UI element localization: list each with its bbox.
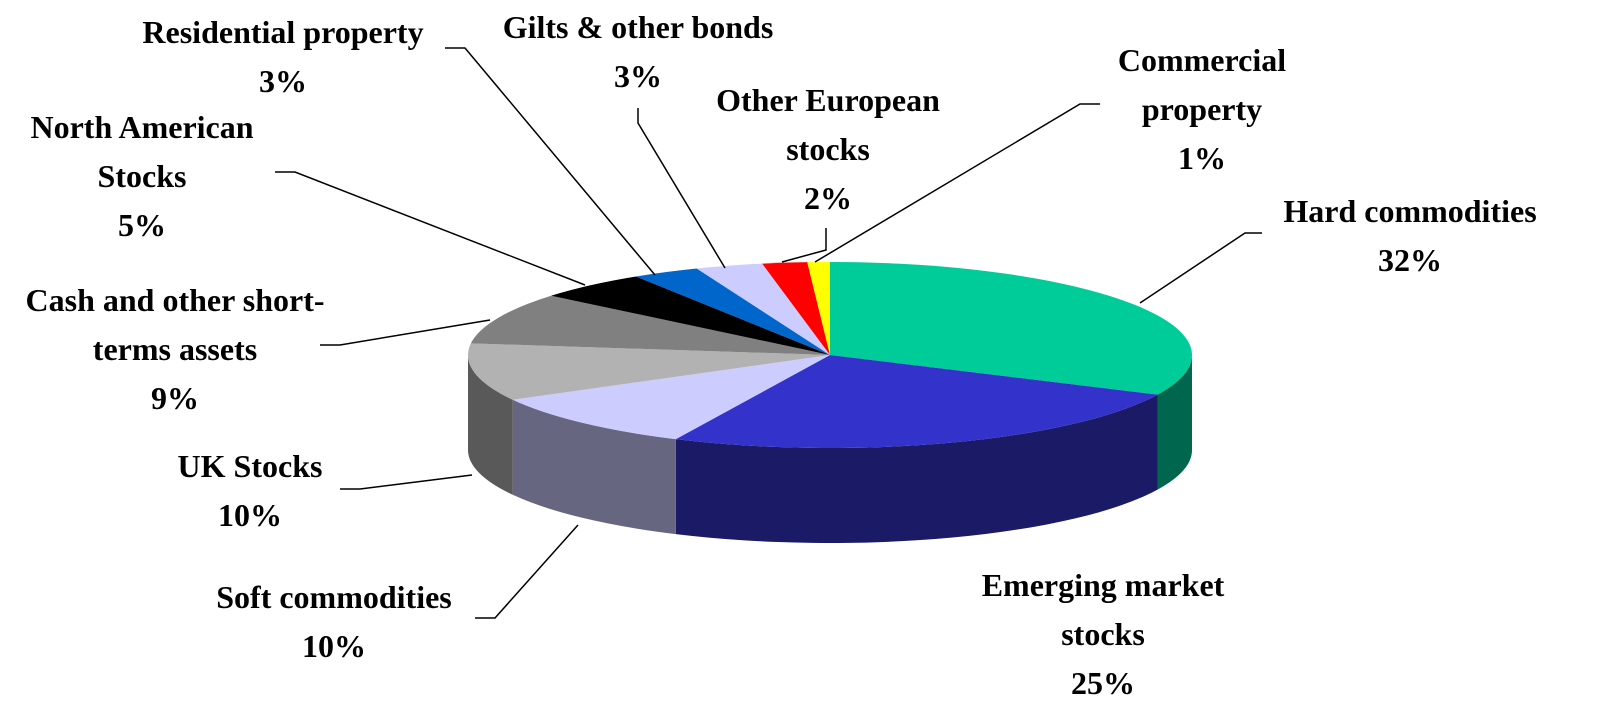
value-label: 9% xyxy=(151,380,199,416)
slice xyxy=(696,263,830,355)
data-label: Other European stocks 2% xyxy=(683,76,973,223)
slice xyxy=(636,268,830,355)
slice xyxy=(512,355,830,440)
slice xyxy=(470,295,830,355)
value-label: 1% xyxy=(1178,140,1226,176)
slice xyxy=(762,262,830,355)
value-label: 5% xyxy=(118,207,166,243)
data-label: Soft commodities 10% xyxy=(169,573,499,671)
category-label: Other European stocks xyxy=(716,82,940,167)
data-label: Gilts & other bonds 3% xyxy=(468,3,808,101)
leader-line xyxy=(637,108,726,269)
value-label: 2% xyxy=(804,180,852,216)
value-label: 25% xyxy=(1071,665,1135,701)
category-label: Commercial property xyxy=(1117,42,1287,127)
value-label: 32% xyxy=(1378,242,1442,278)
data-label: Commercial property 1% xyxy=(1087,36,1317,183)
slice xyxy=(675,355,1158,448)
leader-line xyxy=(320,319,491,346)
value-label: 10% xyxy=(302,628,366,664)
slice-side xyxy=(512,399,676,535)
data-label: Residential property 3% xyxy=(103,8,463,106)
leader-line xyxy=(475,524,579,619)
leader-line xyxy=(781,228,827,263)
category-label: Soft commodities xyxy=(216,579,452,615)
category-label: UK Stocks xyxy=(177,448,323,484)
category-label: Emerging market stocks xyxy=(981,567,1225,652)
value-label: 10% xyxy=(218,497,282,533)
data-label: North American Stocks 5% xyxy=(0,103,287,250)
slice xyxy=(830,262,1192,395)
leader-line xyxy=(340,474,473,490)
category-label: North American Stocks xyxy=(30,109,254,194)
slice xyxy=(468,343,830,400)
leader-line xyxy=(814,103,1100,263)
data-label: Emerging market stocks 25% xyxy=(953,561,1253,708)
slice xyxy=(551,276,830,355)
data-label: Cash and other short-terms assets 9% xyxy=(15,276,335,423)
slice xyxy=(807,262,830,355)
category-label: Gilts & other bonds xyxy=(502,9,774,45)
leader-line xyxy=(1139,232,1262,304)
leader-line xyxy=(275,171,586,286)
data-label: Hard commodities 32% xyxy=(1210,187,1610,285)
slice-side xyxy=(675,394,1158,543)
category-label: Hard commodities xyxy=(1283,193,1537,229)
category-label: Residential property xyxy=(142,14,424,50)
data-label: UK Stocks 10% xyxy=(125,442,375,540)
value-label: 3% xyxy=(259,63,307,99)
value-label: 3% xyxy=(614,58,662,94)
slice-side xyxy=(1157,355,1192,490)
leader-line xyxy=(445,47,656,276)
category-label: Cash and other short-terms assets xyxy=(25,282,325,367)
slice-side xyxy=(468,355,513,495)
